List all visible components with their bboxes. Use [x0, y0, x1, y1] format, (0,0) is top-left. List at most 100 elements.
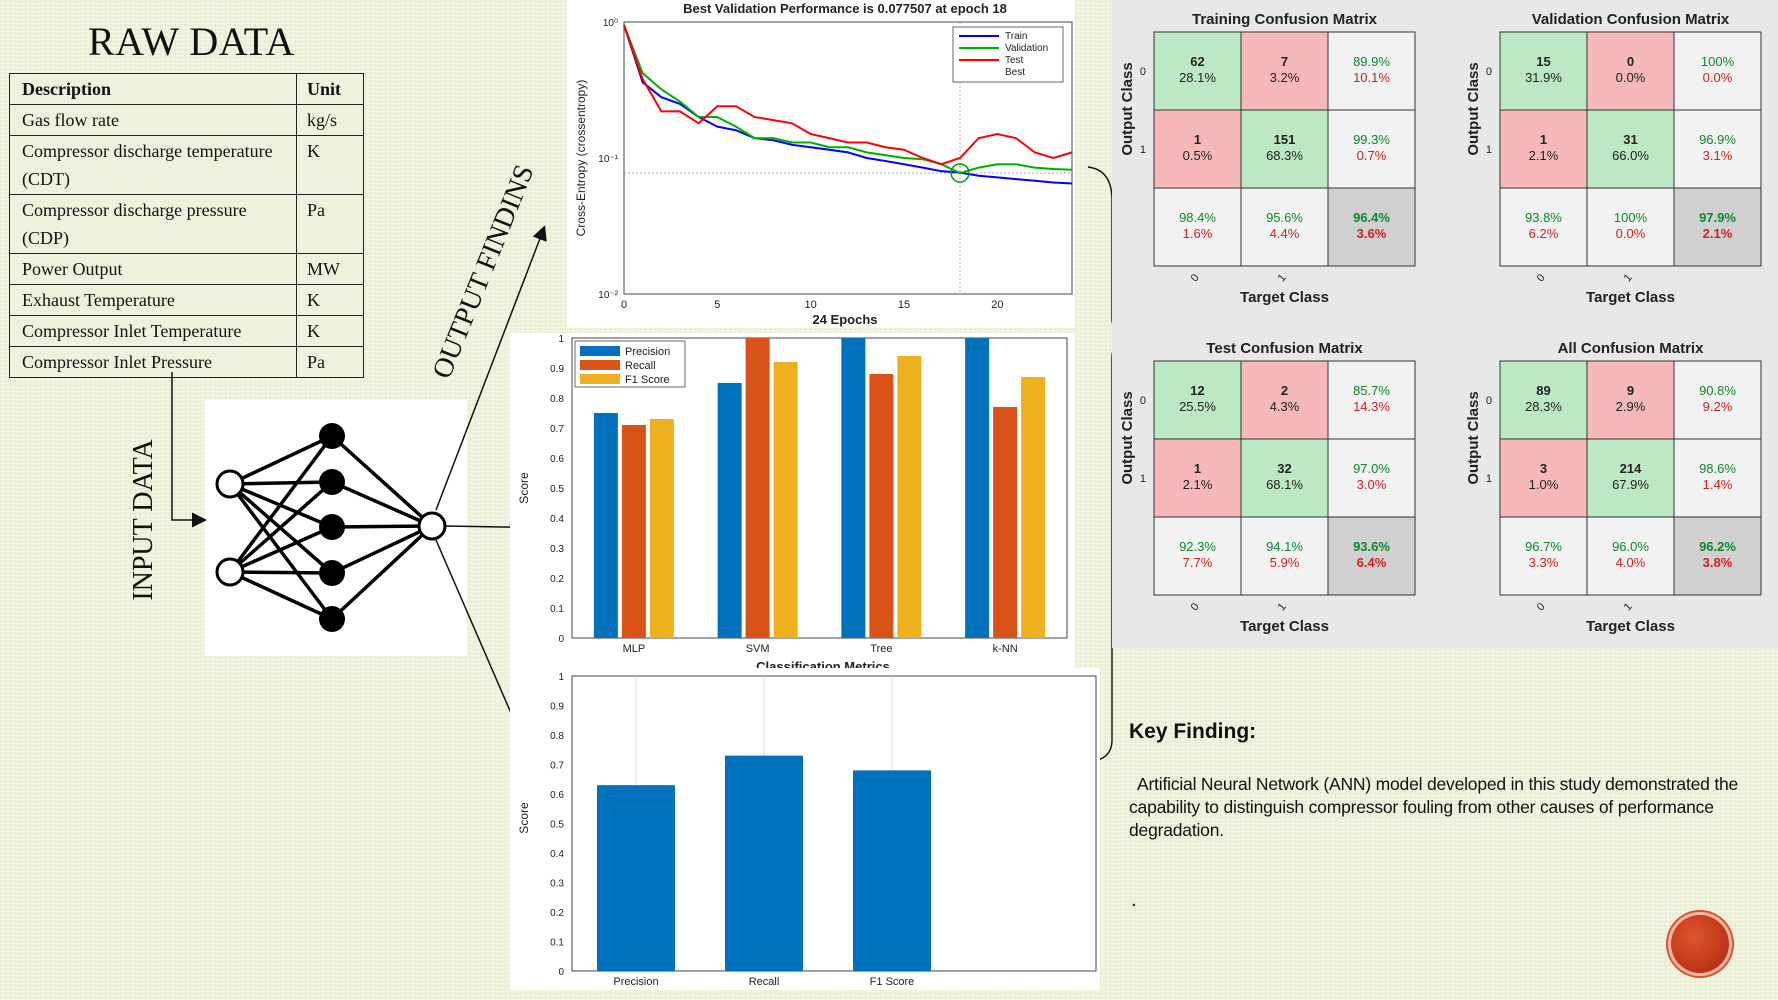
y-tick-label: 10⁻²: [598, 290, 618, 301]
col-class-label: 0: [1189, 272, 1202, 284]
cell-correct-rate: 100%: [1614, 210, 1648, 225]
col-class-label: 0: [1535, 272, 1548, 284]
table-row: Compressor Inlet Temperature K: [9, 315, 364, 347]
y-axis-label: Output Class: [1119, 391, 1136, 484]
x-tick-label: 5: [714, 299, 720, 311]
x-tick-label: SVM: [746, 643, 770, 655]
x-tick-label: Recall: [749, 976, 780, 988]
matrix-cell: [1153, 516, 1242, 596]
matrix-cell: [1586, 360, 1675, 440]
cell-error-rate: 3.8%: [1703, 555, 1733, 570]
matrix-cell: [1240, 438, 1329, 518]
y-tick-label: 0: [558, 634, 564, 645]
row-description: Compressor Inlet Temperature: [9, 315, 297, 347]
matrix-cell: [1499, 438, 1588, 518]
y-axis-label: Score: [517, 472, 531, 504]
slide-nav-button[interactable]: [1668, 912, 1732, 976]
x-axis-label: Target Class: [1586, 289, 1675, 306]
ann-metrics-chart: 0 0.1 0.2 0.3 0.4 0.5 0.6 0.7 0.8 0.9 1 Precision R…: [517, 672, 1097, 988]
y-tick-label: 0.7: [550, 424, 564, 435]
cell-count: 15: [1536, 54, 1550, 69]
matrix-cell: [1586, 438, 1675, 518]
legend-swatch: [580, 346, 620, 356]
cell-percent: 4.3%: [1270, 399, 1300, 414]
bar: [725, 755, 803, 971]
matrix-cell: [1499, 109, 1588, 189]
y-tick-label: 0.9: [550, 364, 564, 375]
x-axis-label: Target Class: [1240, 618, 1329, 635]
cell-error-rate: 1.6%: [1183, 226, 1213, 241]
y-tick-label: 10⁰: [603, 18, 618, 29]
cell-correct-rate: 98.4%: [1179, 210, 1216, 225]
cell-count: 62: [1190, 54, 1204, 69]
description-header: Description: [9, 73, 297, 105]
cell-correct-rate: 96.4%: [1353, 210, 1390, 225]
col-class-label: 0: [1535, 601, 1548, 613]
row-description: Compressor discharge temperature (CDT): [9, 135, 297, 195]
network-connections: [228, 434, 434, 621]
bar: [1021, 377, 1046, 638]
cell-count: 1: [1194, 132, 1201, 147]
legend-label: Best: [1005, 67, 1025, 78]
cell-correct-rate: 100%: [1701, 54, 1735, 69]
x-tick-label: 20: [991, 299, 1003, 311]
matrix-cell: [1586, 516, 1675, 596]
cell-count: 214: [1620, 461, 1642, 476]
cell-percent: 0.0%: [1616, 70, 1646, 85]
series-line-test: [623, 24, 1073, 166]
best-point-marker: [950, 163, 970, 183]
matrix-cell: [1673, 187, 1762, 267]
matrix-cell: [1673, 31, 1762, 111]
cell-percent: 2.9%: [1616, 399, 1646, 414]
cell-error-rate: 6.2%: [1529, 226, 1559, 241]
matrix-cell: [1673, 438, 1762, 518]
row-unit: kg/s: [296, 104, 364, 136]
cell-count: 1: [1540, 132, 1547, 147]
matrix-cell: [1673, 516, 1762, 596]
chart-legend: Precision Recall F1 Score: [574, 340, 686, 388]
y-tick-label: 0.4: [550, 514, 564, 525]
cell-error-rate: 10.1%: [1353, 70, 1390, 85]
x-tick-label: Precision: [613, 976, 658, 988]
y-tick-label: 0.6: [550, 790, 564, 801]
y-tick-label: 0: [558, 967, 564, 978]
y-axis-label: Score: [517, 802, 531, 834]
row-description: Compressor Inlet Pressure: [9, 346, 297, 378]
key-finding-text: Artificial Neural Network (ANN) model de…: [1129, 773, 1769, 842]
row-description: Exhaust Temperature: [9, 284, 297, 316]
confusion-matrices-panel: Training Confusion Matrix 62 28.1% 7 3.2% 89.…: [1112, 0, 1778, 648]
hidden-node: [319, 423, 345, 449]
cell-count: 7: [1281, 54, 1288, 69]
cell-percent: 67.9%: [1612, 477, 1649, 492]
row-unit: K: [296, 284, 364, 316]
row-description: Power Output: [9, 253, 297, 285]
matrix-cell: [1153, 187, 1242, 267]
x-tick-label: 10: [805, 299, 817, 311]
row-class-label: 1: [1486, 473, 1492, 485]
confusion-matrix: Validation Confusion Matrix1531.9%00.0%1…: [1465, 11, 1762, 306]
stray-dot: .: [1131, 889, 1137, 911]
y-axis-label: Output Class: [1465, 62, 1482, 155]
cell-error-rate: 5.9%: [1270, 555, 1300, 570]
output-node: [417, 511, 447, 541]
x-tick-label: Tree: [870, 643, 892, 655]
matrix-cell: [1586, 187, 1675, 267]
matrix-cell: [1673, 109, 1762, 189]
cell-error-rate: 0.0%: [1703, 70, 1733, 85]
raw-data-table: Description Unit Gas flow rate kg/s Compr…: [9, 73, 364, 378]
matrix-cell: [1240, 31, 1329, 111]
bar: [897, 356, 922, 638]
row-unit: K: [296, 315, 364, 347]
legend-swatch: [580, 374, 620, 384]
bar: [717, 383, 742, 638]
legend-label: Precision: [625, 346, 670, 358]
cell-correct-rate: 85.7%: [1353, 383, 1390, 398]
cell-percent: 28.3%: [1525, 399, 1562, 414]
matrix-cell: [1153, 31, 1242, 111]
table-row: Gas flow rate kg/s: [9, 104, 364, 136]
chart-legend: Train Validation Test Best: [952, 26, 1064, 83]
row-unit: Pa: [296, 194, 364, 254]
row-unit: K: [296, 135, 364, 195]
